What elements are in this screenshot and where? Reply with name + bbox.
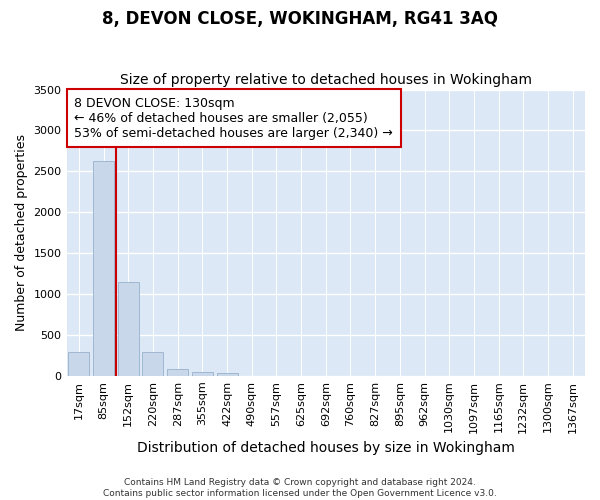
Bar: [167, 370, 188, 376]
Title: Size of property relative to detached houses in Wokingham: Size of property relative to detached ho…: [120, 73, 532, 87]
Bar: [192, 372, 213, 376]
Text: 8 DEVON CLOSE: 130sqm
← 46% of detached houses are smaller (2,055)
53% of semi-d: 8 DEVON CLOSE: 130sqm ← 46% of detached …: [74, 96, 393, 140]
X-axis label: Distribution of detached houses by size in Wokingham: Distribution of detached houses by size …: [137, 441, 515, 455]
Bar: [142, 352, 163, 376]
Bar: [93, 160, 114, 376]
Y-axis label: Number of detached properties: Number of detached properties: [15, 134, 28, 331]
Text: 8, DEVON CLOSE, WOKINGHAM, RG41 3AQ: 8, DEVON CLOSE, WOKINGHAM, RG41 3AQ: [102, 10, 498, 28]
Bar: [217, 374, 238, 376]
Text: Contains HM Land Registry data © Crown copyright and database right 2024.
Contai: Contains HM Land Registry data © Crown c…: [103, 478, 497, 498]
Bar: [68, 352, 89, 376]
Bar: [118, 282, 139, 376]
